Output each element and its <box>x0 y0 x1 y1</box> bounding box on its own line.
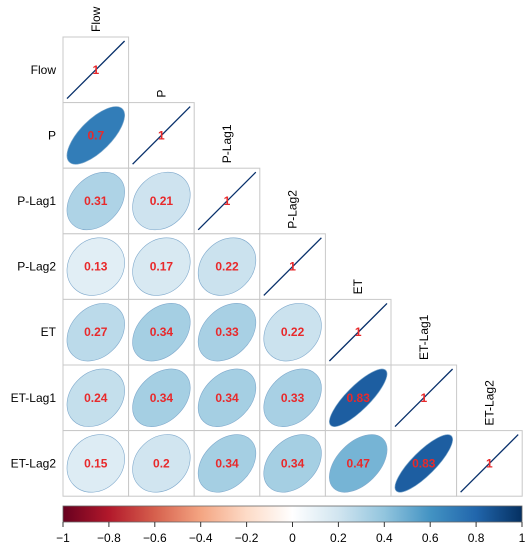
correlation-ellipse <box>263 303 322 362</box>
diagonal-line <box>66 40 126 100</box>
column-label: ET <box>351 278 365 294</box>
color-bar-tick-label: 0.4 <box>376 531 393 545</box>
row-label: P <box>48 128 56 142</box>
correlation-ellipse <box>329 434 388 493</box>
color-bar-tick-label: −0.6 <box>143 531 167 545</box>
color-bar-tick-label: 1 <box>519 531 526 545</box>
row-label: P-Lag2 <box>17 260 56 274</box>
coefficient-label: 0.34 <box>150 391 174 405</box>
column-label: P-Lag1 <box>220 124 234 163</box>
coefficient-label: 0.34 <box>215 391 239 405</box>
coefficient-label: 0.22 <box>215 260 239 274</box>
diagonal-line <box>460 434 519 493</box>
correlation-ellipse <box>66 434 125 493</box>
coefficient-label: 0.33 <box>281 391 305 405</box>
diagonal-line <box>263 237 322 296</box>
coefficient-label: 1 <box>355 325 362 339</box>
color-bar-gradient <box>62 505 523 523</box>
column-label: ET-Lag2 <box>482 380 496 426</box>
coefficient-label: 1 <box>420 391 427 405</box>
diagonal-line <box>132 106 191 165</box>
column-label: Flow <box>89 6 103 32</box>
color-bar-tick-label: 0 <box>289 531 296 545</box>
coefficient-label: 0.31 <box>84 194 108 208</box>
row-label: ET-Lag2 <box>11 456 57 470</box>
coefficient-label: 0.83 <box>412 456 436 470</box>
diagonal-line <box>328 302 388 362</box>
correlation-ellipse <box>263 368 322 427</box>
column-label: P <box>154 90 168 98</box>
coefficient-label: 1 <box>486 456 493 470</box>
coefficient-label: 0.47 <box>347 456 371 470</box>
column-label: ET-Lag1 <box>417 314 431 360</box>
correlation-ellipse <box>66 171 125 231</box>
coefficient-label: 0.2 <box>153 456 170 470</box>
coefficient-label: 0.17 <box>150 260 174 274</box>
correlation-ellipse <box>329 368 388 427</box>
coefficient-label: 0.21 <box>150 194 174 208</box>
correlation-ellipse <box>197 303 257 362</box>
row-label: Flow <box>31 63 57 77</box>
coefficient-label: 0.7 <box>87 128 104 142</box>
coefficient-label: 0.13 <box>84 260 108 274</box>
correlation-ellipse <box>132 434 191 493</box>
color-bar-tick-label: −0.2 <box>235 531 259 545</box>
matrix-cells: 10.7 10.31 0.21 10.13 0.17 0.22 10.27 0.34 0.33 0… <box>62 36 523 497</box>
correlation-ellipse <box>132 171 191 231</box>
coefficient-label: 1 <box>289 260 296 274</box>
correlation-ellipse <box>66 106 125 165</box>
row-labels: Flow P P-Lag1 P-Lag2 ET ET-Lag1 ET-Lag2 <box>11 63 57 471</box>
color-bar-tick-label: −0.8 <box>97 531 121 545</box>
color-bar-tick-label: 0.8 <box>468 531 485 545</box>
coefficient-label: 1 <box>158 128 165 142</box>
row-label: P-Lag1 <box>17 194 56 208</box>
coefficient-label: 0.34 <box>281 456 305 470</box>
correlation-ellipse <box>132 237 191 296</box>
column-labels: Flow P P-Lag1 P-Lag2 ET ET-Lag1 ET-Lag2 <box>89 6 497 425</box>
correlation-ellipse <box>132 303 191 362</box>
correlation-ellipse <box>66 237 125 296</box>
coefficient-label: 1 <box>92 63 99 77</box>
row-label: ET <box>41 325 57 339</box>
diagonal-line <box>197 171 257 231</box>
diagonal-line <box>394 368 454 428</box>
row-label: ET-Lag1 <box>11 391 57 405</box>
coefficient-label: 0.33 <box>215 325 239 339</box>
color-bar-tick-label: −1 <box>56 531 70 545</box>
correlation-ellipse <box>197 434 257 493</box>
coefficient-label: 0.15 <box>84 456 108 470</box>
correlation-ellipse <box>66 303 125 362</box>
correlation-ellipse <box>394 434 453 493</box>
correlation-ellipse <box>263 434 322 493</box>
coefficient-label: 0.34 <box>215 456 239 470</box>
color-bar-tick-label: 0.2 <box>330 531 347 545</box>
correlation-ellipse <box>197 368 257 427</box>
correlation-ellipse <box>132 368 191 427</box>
coefficient-label: 0.22 <box>281 325 305 339</box>
column-label: P-Lag2 <box>286 190 300 229</box>
coefficient-label: 0.34 <box>150 325 174 339</box>
color-bar: −1 −0.8 −0.6 −0.4 −0.2 0 0.2 0.4 0.6 0.8 1 <box>56 505 526 545</box>
correlation-ellipse <box>66 368 125 427</box>
coefficient-label: 0.24 <box>84 391 108 405</box>
coefficient-label: 0.27 <box>84 325 108 339</box>
coefficient-label: 0.83 <box>347 391 371 405</box>
correlation-ellipse <box>197 237 257 296</box>
coefficient-label: 1 <box>224 194 231 208</box>
color-bar-tick-label: 0.6 <box>422 531 439 545</box>
color-bar-tick-label: −0.4 <box>189 531 213 545</box>
